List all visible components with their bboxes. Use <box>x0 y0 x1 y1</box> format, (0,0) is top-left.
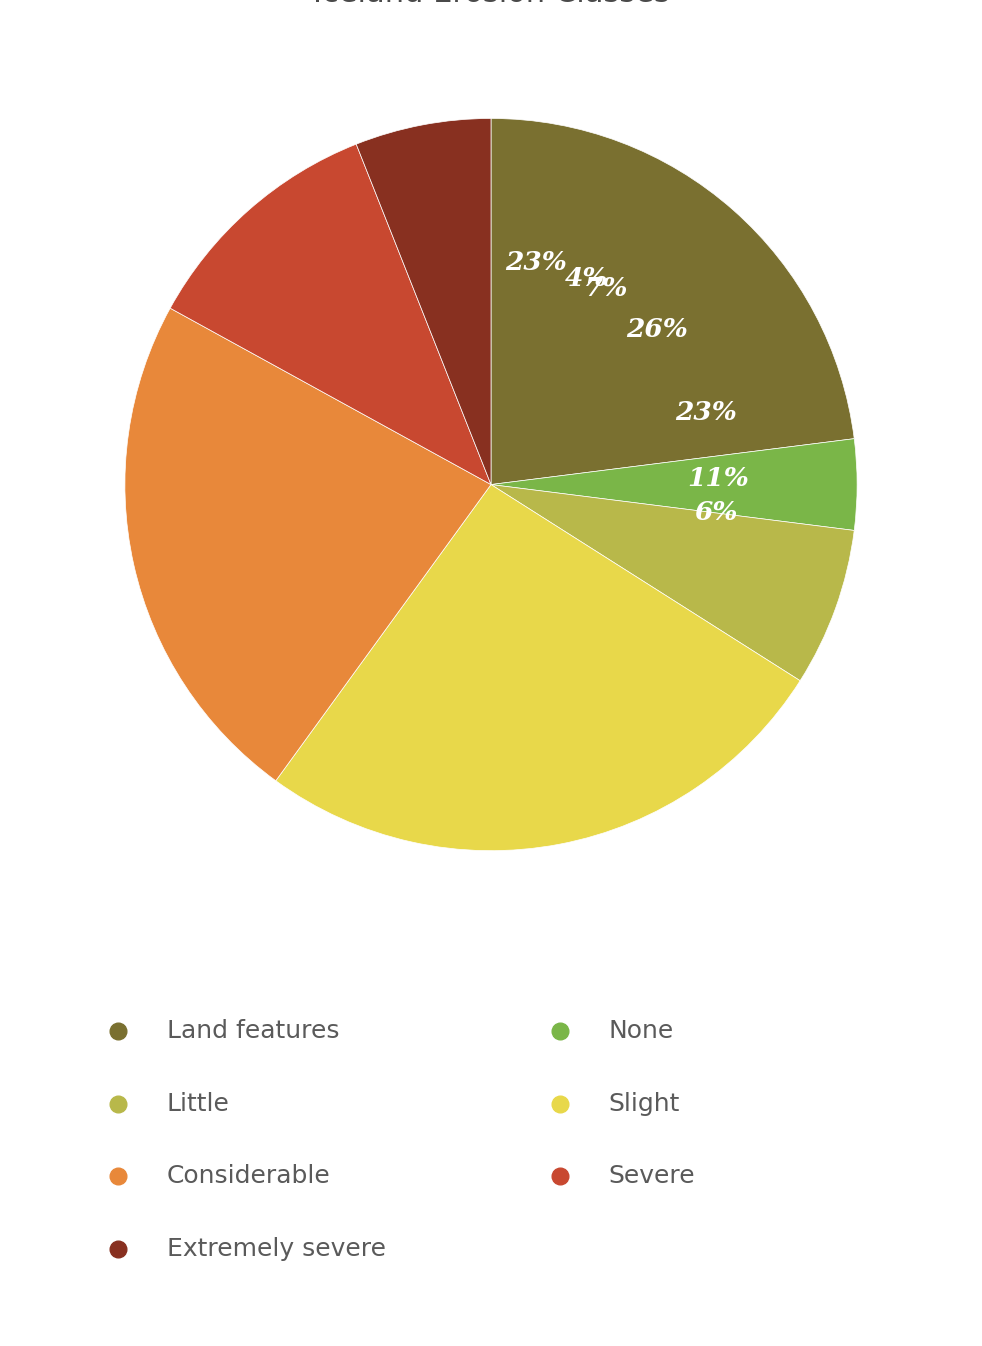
Text: Considerable: Considerable <box>167 1164 331 1189</box>
Wedge shape <box>356 118 491 485</box>
Wedge shape <box>491 485 854 681</box>
Wedge shape <box>125 308 491 781</box>
Wedge shape <box>170 144 491 485</box>
Text: 7%: 7% <box>584 276 627 302</box>
Wedge shape <box>491 439 857 530</box>
Text: Slight: Slight <box>609 1092 681 1116</box>
Text: 23%: 23% <box>506 249 568 275</box>
Text: Little: Little <box>167 1092 230 1116</box>
Text: 6%: 6% <box>694 499 738 525</box>
Text: 4%: 4% <box>566 267 609 291</box>
Wedge shape <box>491 118 854 485</box>
Text: None: None <box>609 1019 674 1043</box>
Text: 26%: 26% <box>627 318 687 342</box>
Text: 23%: 23% <box>676 400 737 425</box>
Text: Severe: Severe <box>609 1164 695 1189</box>
Text: 11%: 11% <box>687 466 749 491</box>
Title: Iceland Erosion Classes: Iceland Erosion Classes <box>312 0 670 8</box>
Text: Extremely severe: Extremely severe <box>167 1237 386 1261</box>
Text: Land features: Land features <box>167 1019 340 1043</box>
Wedge shape <box>276 485 800 851</box>
